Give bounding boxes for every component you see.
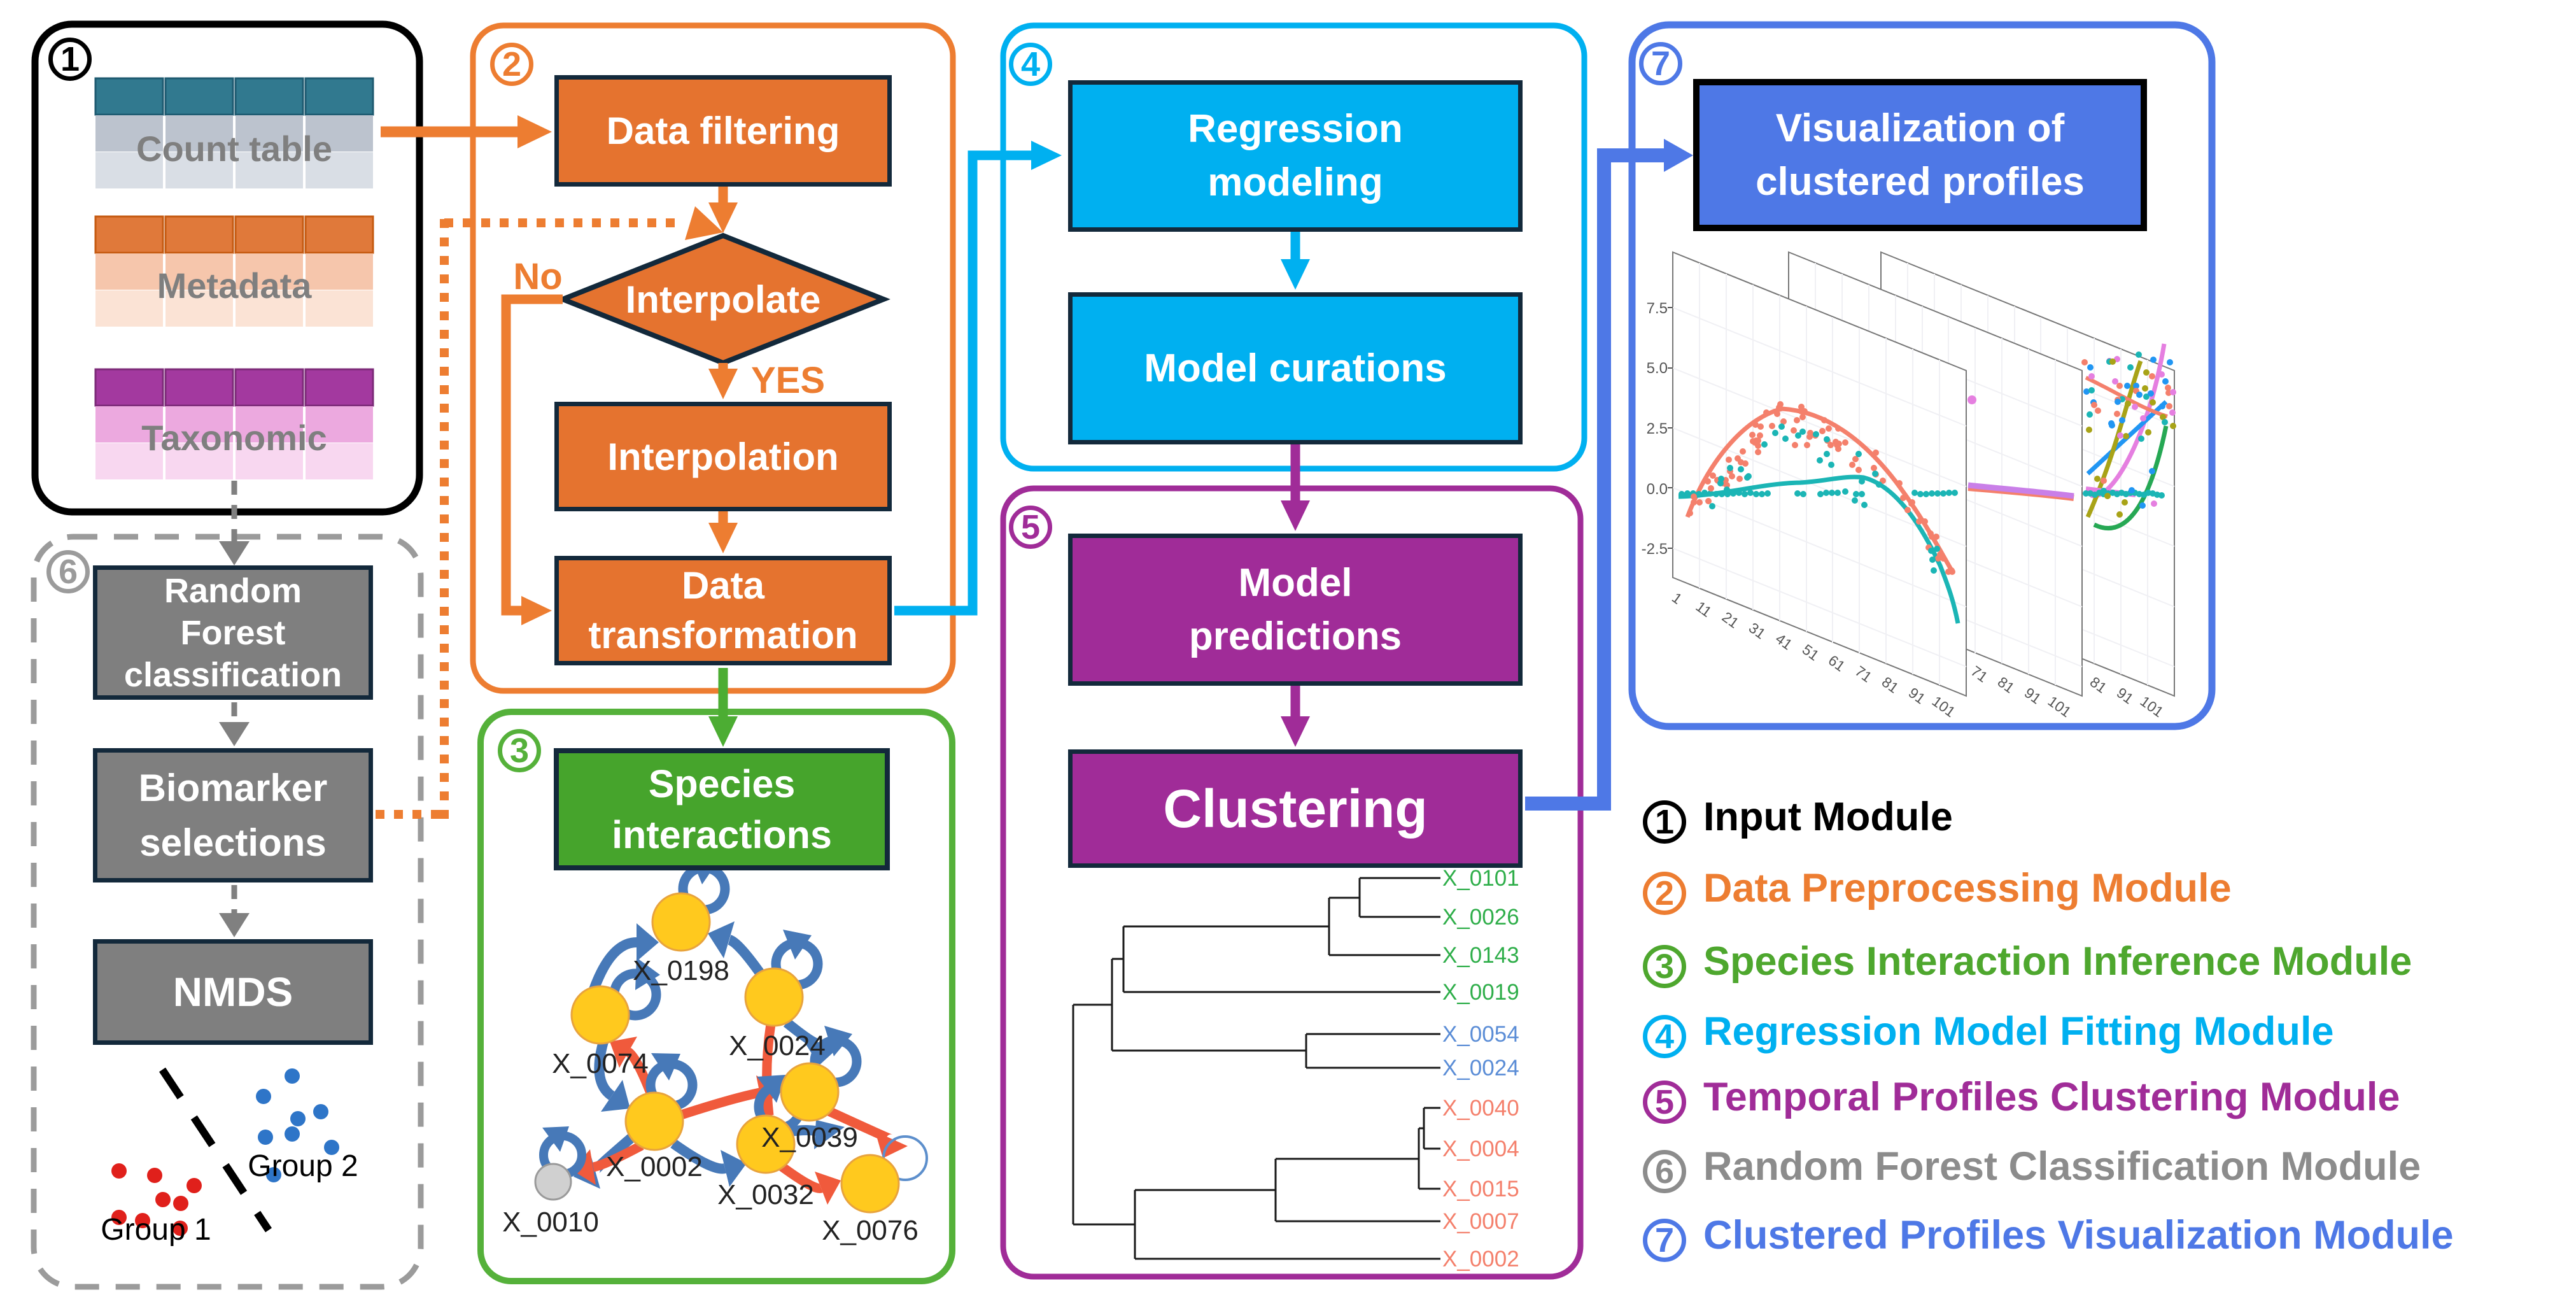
- svg-text:1: 1: [1669, 589, 1686, 607]
- svg-text:X_0007: X_0007: [1442, 1209, 1519, 1234]
- svg-text:X_0054: X_0054: [1442, 1022, 1519, 1047]
- svg-text:101: 101: [1929, 693, 1959, 721]
- svg-text:11: 11: [1693, 598, 1715, 620]
- svg-text:21: 21: [1719, 608, 1742, 631]
- svg-text:0.0: 0.0: [1647, 481, 1668, 498]
- svg-text:-2.5: -2.5: [1642, 541, 1668, 558]
- svg-text:X_0002: X_0002: [1442, 1247, 1519, 1272]
- svg-text:101: 101: [2045, 693, 2074, 721]
- svg-text:91: 91: [2114, 684, 2137, 707]
- svg-text:41: 41: [1773, 630, 1796, 653]
- svg-text:91: 91: [1906, 684, 1929, 707]
- svg-text:101: 101: [2137, 693, 2167, 721]
- svg-text:X_0004: X_0004: [1442, 1137, 1519, 1161]
- svg-text:X_0015: X_0015: [1442, 1177, 1519, 1201]
- svg-text:51: 51: [1799, 641, 1822, 663]
- svg-text:71: 71: [1968, 662, 1991, 685]
- svg-text:81: 81: [1879, 673, 1902, 696]
- svg-text:71: 71: [1852, 662, 1875, 685]
- svg-text:2.5: 2.5: [1647, 420, 1668, 437]
- svg-text:X_0143: X_0143: [1442, 943, 1519, 968]
- svg-text:X_0019: X_0019: [1442, 980, 1519, 1005]
- svg-text:5.0: 5.0: [1647, 360, 1668, 377]
- svg-text:81: 81: [1995, 673, 2018, 696]
- svg-text:91: 91: [2022, 684, 2045, 707]
- svg-text:X_0026: X_0026: [1442, 905, 1519, 930]
- svg-text:X_0040: X_0040: [1442, 1096, 1519, 1121]
- svg-text:31: 31: [1746, 619, 1769, 642]
- svg-text:X_0101: X_0101: [1442, 866, 1519, 891]
- svg-text:X_0024: X_0024: [1442, 1056, 1519, 1081]
- svg-text:61: 61: [1826, 651, 1848, 674]
- svg-text:81: 81: [2087, 673, 2110, 696]
- svg-text:7.5: 7.5: [1647, 300, 1668, 317]
